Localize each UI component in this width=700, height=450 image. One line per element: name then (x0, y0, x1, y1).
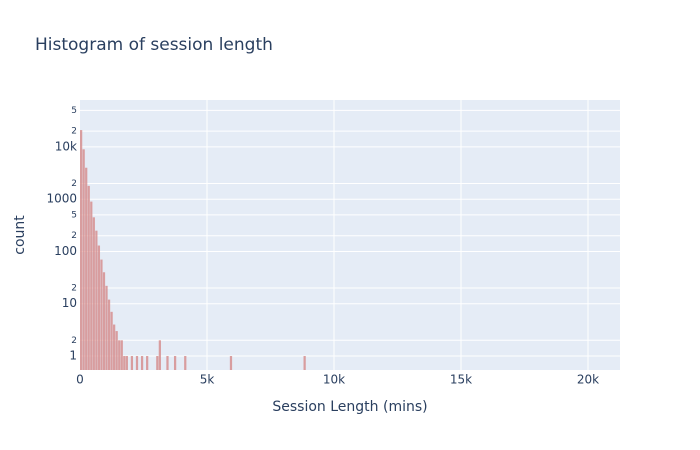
bar (80, 130, 83, 370)
bar (115, 331, 118, 370)
y-tick-label: 1 (69, 349, 77, 363)
y-axis-title: count (12, 215, 28, 255)
plot-area (80, 100, 620, 370)
y-tick-label: 2 (71, 127, 77, 137)
chart-title: Histogram of session length (35, 35, 273, 55)
bar (120, 340, 123, 370)
bar (229, 356, 233, 370)
bar (90, 201, 93, 370)
bar (303, 356, 306, 370)
y-tick-label: 5 (71, 106, 77, 116)
bar (92, 217, 95, 370)
bar (184, 356, 187, 370)
x-tick-label: 0 (76, 373, 84, 387)
x-axis-title: Session Length (mins) (272, 399, 427, 415)
y-tick-label: 2 (71, 231, 77, 241)
bar (100, 259, 103, 370)
bar (105, 285, 108, 370)
bar (82, 149, 85, 370)
y-tick-label: 2 (71, 179, 77, 189)
bar (158, 340, 161, 370)
bar (123, 356, 126, 370)
x-tick-label: 5k (200, 373, 215, 387)
y-tick-label: 10 (62, 296, 77, 310)
bar (97, 245, 101, 370)
y-tick-label: 100 (54, 244, 77, 258)
y-tick-label: 2 (71, 336, 77, 346)
x-tick-label: 10k (323, 373, 345, 387)
bar (110, 311, 113, 370)
x-tick-label: 15k (450, 373, 472, 387)
bar (87, 185, 90, 370)
bar (113, 324, 116, 370)
y-tick-label: 10k (55, 139, 77, 153)
bar (146, 356, 149, 370)
bar (173, 356, 177, 370)
bar (135, 356, 139, 370)
x-tick-label: 20k (577, 373, 599, 387)
bar (125, 356, 128, 370)
bar (118, 340, 121, 370)
bar (130, 356, 134, 370)
y-tick-label: 1000 (46, 192, 77, 206)
y-tick-label: 2 (71, 284, 77, 294)
bar (85, 167, 88, 370)
bar (102, 272, 106, 370)
y-tick-label: 5 (71, 210, 77, 220)
bar (95, 230, 98, 370)
bar (107, 299, 111, 370)
bar (166, 356, 169, 370)
bar (140, 356, 144, 370)
bar (156, 356, 159, 370)
